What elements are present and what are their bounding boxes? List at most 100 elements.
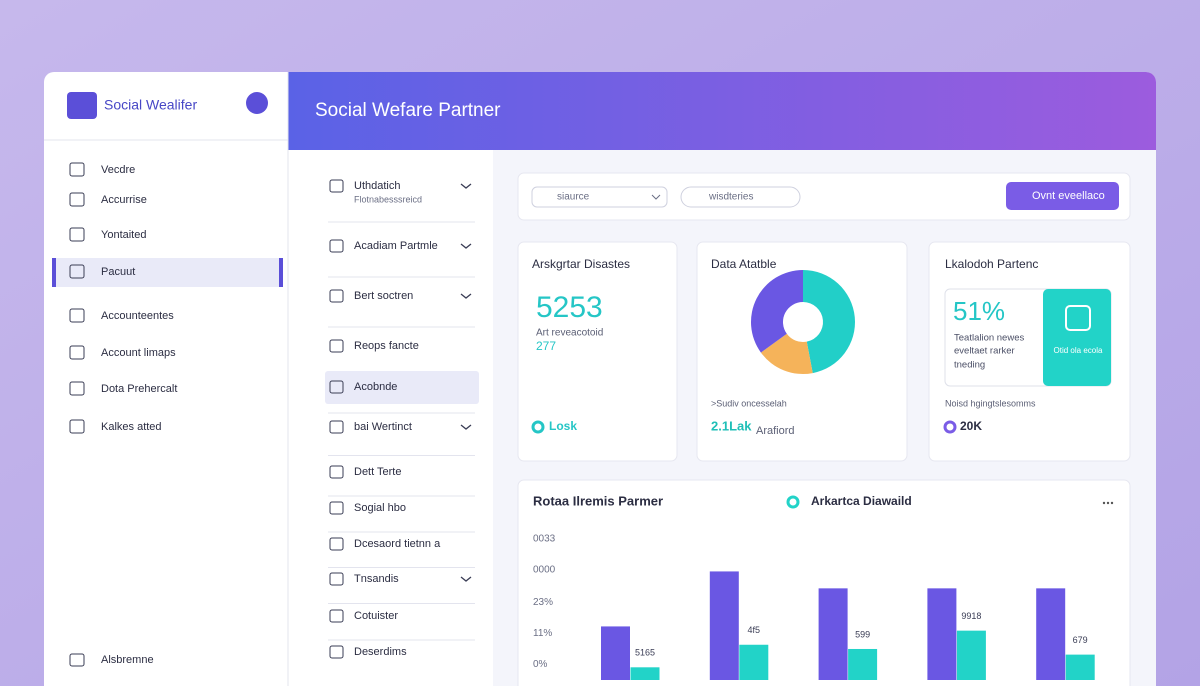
bar-label: 5165 [635, 648, 655, 658]
button-text: Ovnt eveellaco [1032, 190, 1105, 202]
search-text: wisdteries [708, 192, 753, 203]
subnav-item[interactable]: Uthdatich [354, 180, 400, 192]
tile-icon [1065, 305, 1091, 331]
bar [739, 644, 769, 680]
icon [329, 179, 344, 193]
active-marker [52, 258, 56, 287]
charts: 0% 11% 23% 0000 0033 5165 4f5 599 9918 679 [533, 270, 1095, 680]
bar [601, 626, 630, 680]
subnav-item[interactable]: Dett Terte [354, 466, 402, 478]
sidebar: Vecdre Accurrise Yontaited Pacuut Accounteen… [52, 162, 283, 434]
icon [69, 227, 85, 242]
status-dot [943, 420, 957, 434]
sidebar-footer: Alsbremne [101, 654, 154, 666]
action-button[interactable] [1006, 182, 1119, 210]
icon [69, 381, 85, 396]
chevron [460, 243, 472, 249]
icon [329, 501, 344, 515]
select[interactable] [531, 186, 668, 208]
bar-label: 4f5 [748, 625, 761, 635]
subnav-item[interactable]: Bert soctren [354, 290, 413, 302]
menu-dots[interactable] [1102, 501, 1114, 505]
nav-item[interactable]: Vecdre [101, 164, 135, 176]
nav-item[interactable]: Kalkes atted [101, 421, 162, 433]
subnav-item[interactable]: Acobnde [354, 381, 397, 393]
bar [1065, 654, 1095, 680]
pie-slice [803, 270, 856, 374]
bar [709, 571, 739, 680]
subnav-item[interactable]: Tnsandis [354, 573, 399, 585]
subnav-item[interactable]: Acadiam Partmle [354, 240, 438, 252]
profile-button[interactable] [246, 92, 268, 114]
kpi-caption: eveltaet rarker [954, 346, 1015, 357]
nav-item[interactable]: Dota Prehercalt [101, 383, 177, 395]
brand: Social Wealifer [104, 97, 197, 113]
bar-label: 9918 [961, 611, 981, 621]
y-tick-label: 0033 [533, 534, 556, 545]
card-footer-value: 2.1Lak [711, 418, 752, 433]
bar [848, 648, 878, 680]
chevron [460, 424, 472, 430]
icon [69, 345, 85, 360]
icon [329, 420, 344, 434]
icon [329, 645, 344, 659]
subnav-item[interactable]: Sogial hbo [354, 502, 406, 514]
icon [329, 465, 344, 479]
tile-text: Otid ola ecola [1054, 346, 1103, 355]
bar [1036, 588, 1066, 680]
icon [329, 537, 344, 551]
nav-item[interactable]: Pacuut [101, 266, 135, 278]
card-title: Lkalodoh Partenc [945, 257, 1038, 271]
card-value: 5253 [536, 291, 603, 324]
search[interactable] [680, 186, 801, 208]
bar [818, 588, 848, 680]
y-tick-label: 11% [533, 628, 552, 639]
subnav-item[interactable]: Deserdims [354, 646, 407, 658]
kpi-value: 51% [953, 296, 1005, 326]
logo [67, 92, 97, 119]
legend-swatch [786, 495, 800, 509]
subnav-item[interactable]: bai Wertinct [354, 421, 412, 433]
bar [956, 630, 986, 680]
card-title: Data Atatble [711, 257, 777, 271]
subnav-item[interactable]: Cotuister [354, 610, 398, 622]
icon [69, 308, 85, 323]
active-row [325, 371, 479, 404]
pie-slice [751, 270, 803, 353]
chevron [460, 183, 472, 189]
icon [329, 289, 344, 303]
icon [329, 380, 344, 394]
icon [69, 653, 85, 667]
bar [630, 667, 660, 680]
header-bar [288, 72, 1156, 150]
icon [329, 609, 344, 623]
icon [329, 239, 344, 253]
active-marker [279, 258, 283, 287]
card-footer-label: Arafiord [756, 425, 795, 437]
pie-slice [760, 333, 813, 374]
icon [69, 419, 85, 434]
nav-item[interactable]: Accurrise [101, 194, 147, 206]
y-tick-label: 23% [533, 597, 553, 608]
nav-item[interactable]: Account limaps [101, 347, 176, 359]
badge: 20K [960, 419, 982, 433]
chevron [651, 194, 661, 200]
card-subvalue: 277 [536, 339, 556, 353]
bar-label: 679 [1073, 635, 1088, 645]
toolbar [517, 172, 1131, 221]
card [517, 241, 678, 462]
icon [69, 162, 85, 177]
subnav: Uthdatich Flotnabesssreicd Acadiam Partmle… [325, 179, 479, 659]
subnav-item[interactable]: Dcesaord tietnn a [354, 538, 441, 550]
header-title: Social Wefare Partner [315, 100, 501, 121]
bar [927, 588, 957, 680]
active-row [52, 258, 283, 287]
status-dot [531, 420, 545, 434]
nav-item[interactable]: Accounteentes [101, 310, 174, 322]
icon [329, 572, 344, 586]
subnav-item[interactable]: Reops fancte [354, 340, 419, 352]
nav-item[interactable]: Yontaited [101, 229, 146, 241]
legend-label: Arkartca Diawaild [811, 494, 912, 508]
